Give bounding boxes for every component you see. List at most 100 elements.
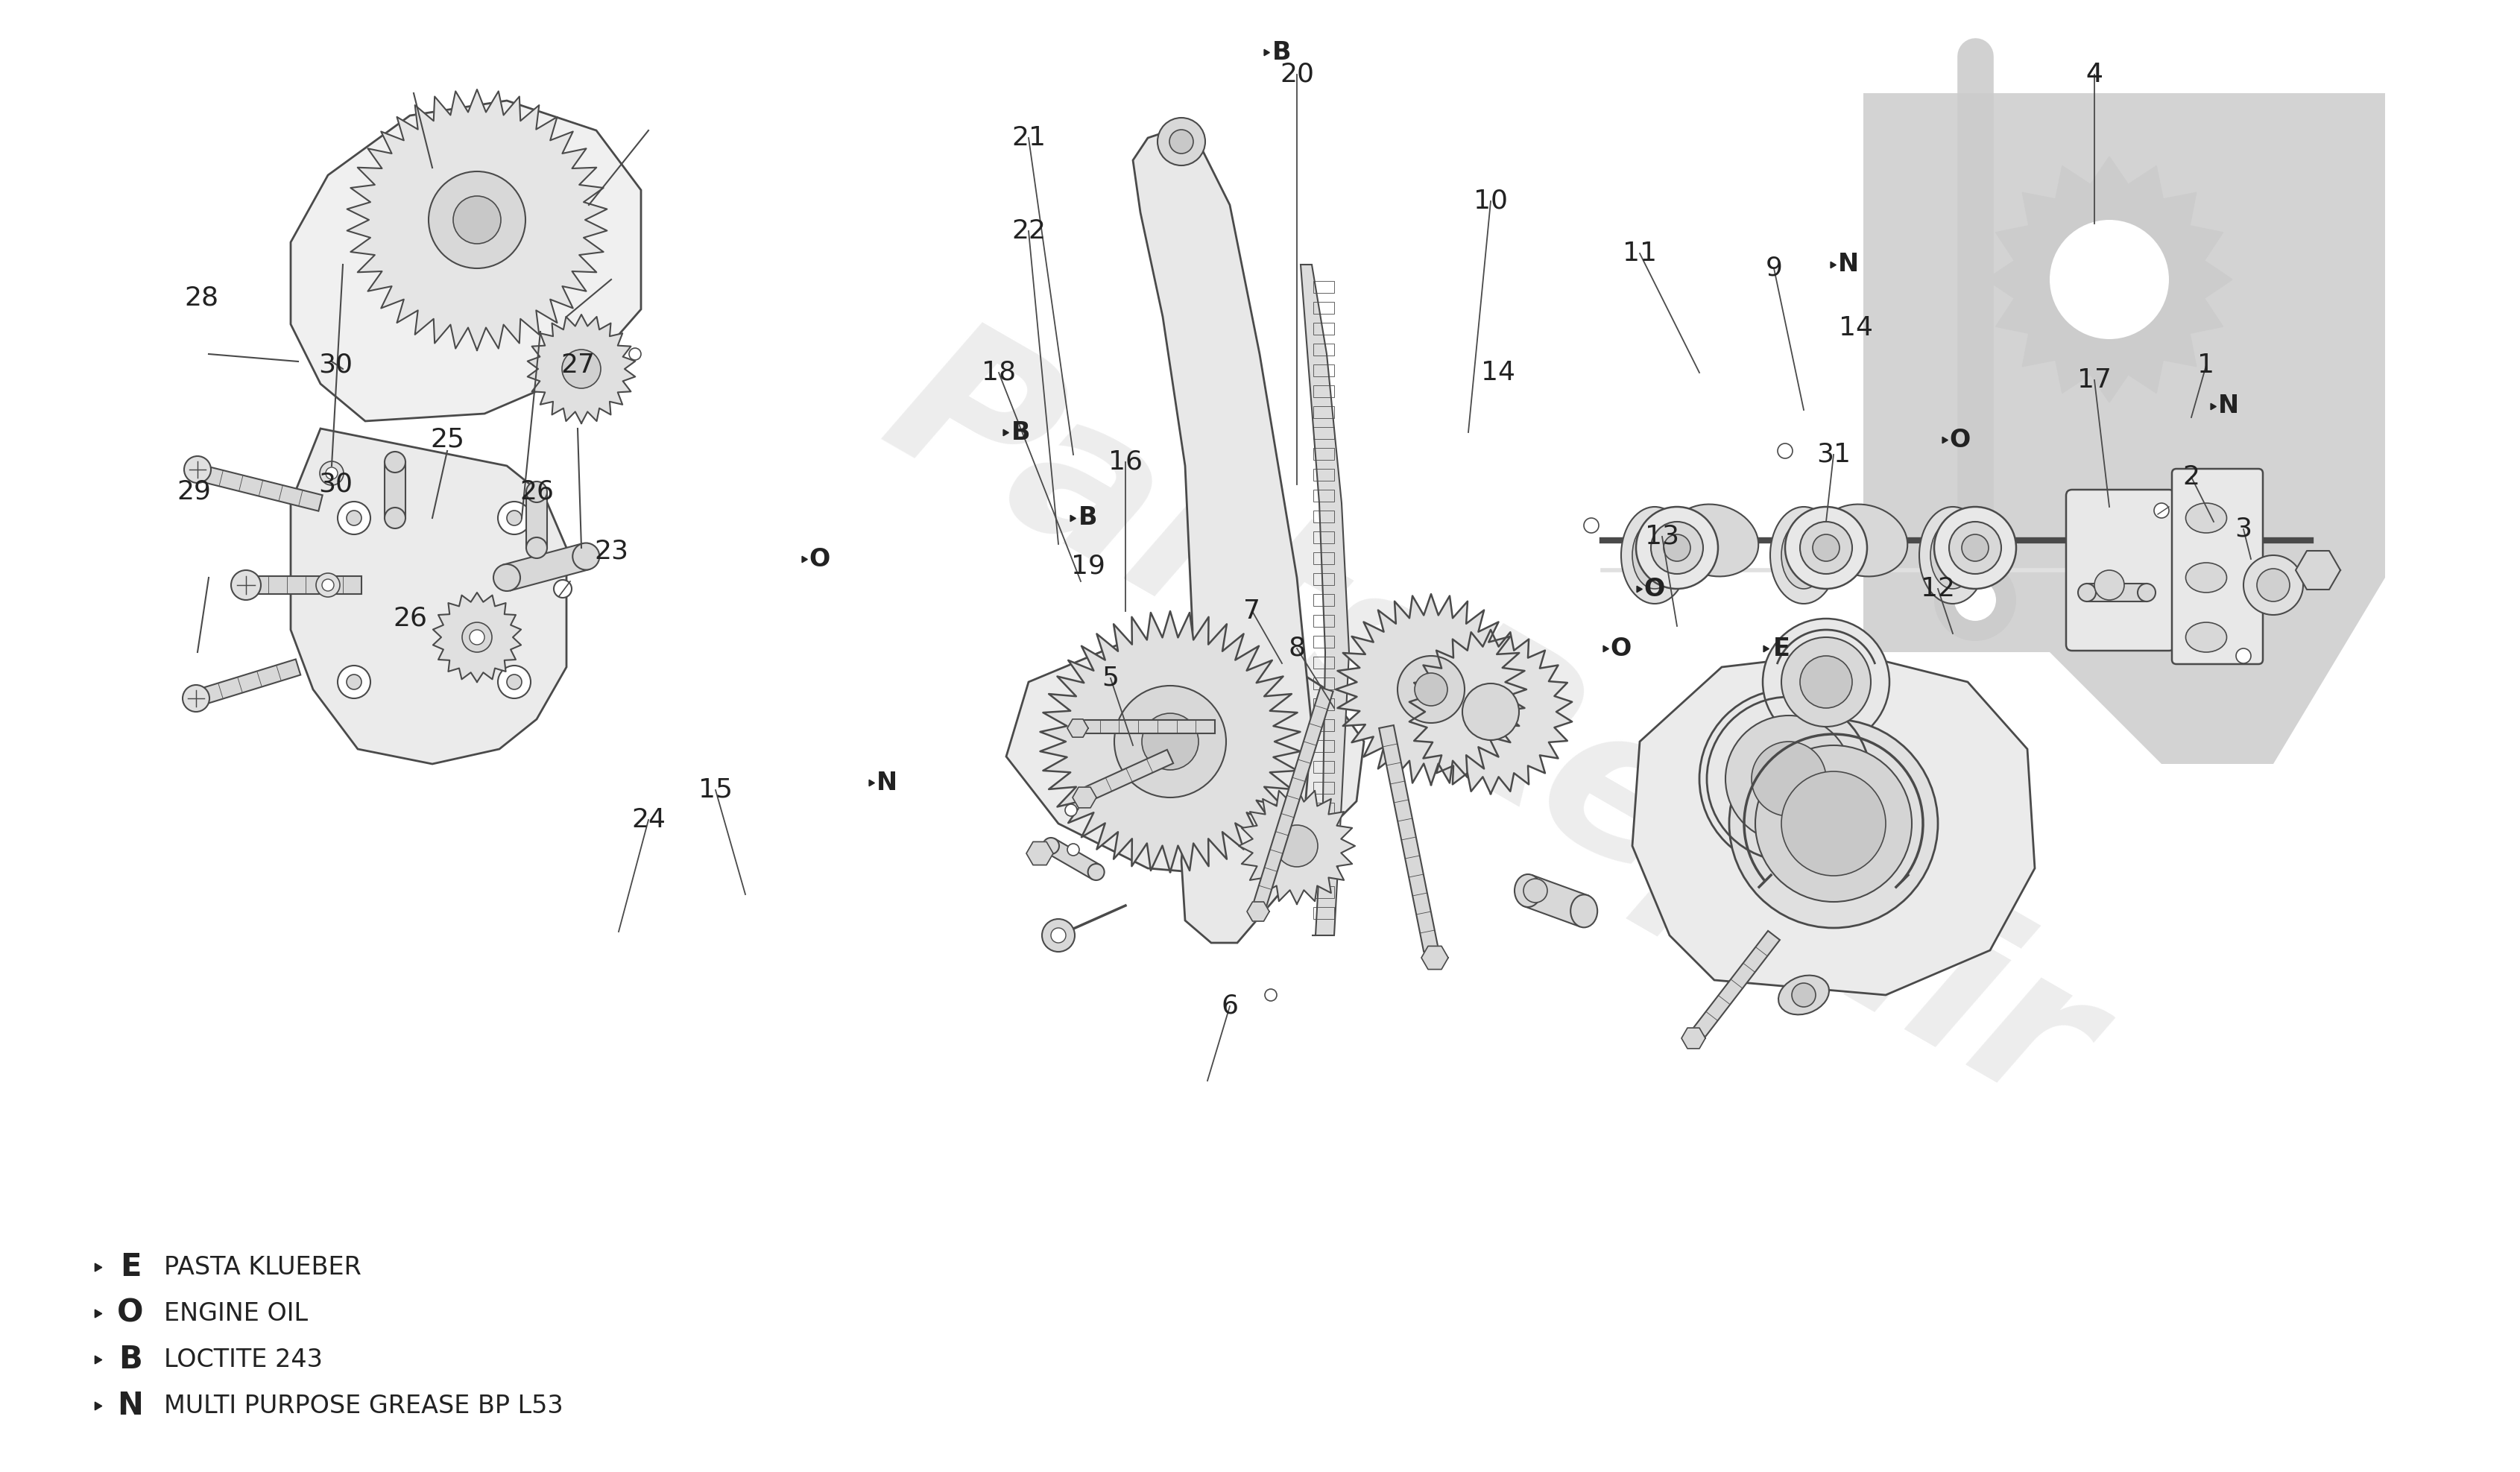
Text: ENGINE OIL: ENGINE OIL <box>164 1301 307 1326</box>
Bar <box>1313 531 1333 543</box>
Circle shape <box>1169 130 1194 153</box>
Bar <box>1313 490 1333 502</box>
Circle shape <box>338 502 370 534</box>
Circle shape <box>1799 657 1852 708</box>
Ellipse shape <box>2079 583 2097 602</box>
Circle shape <box>1265 989 1278 1001</box>
Ellipse shape <box>1515 874 1542 907</box>
Text: N: N <box>2218 394 2240 418</box>
Bar <box>1313 866 1333 877</box>
Circle shape <box>1041 919 1076 952</box>
Polygon shape <box>1986 156 2233 402</box>
Polygon shape <box>348 90 607 350</box>
Text: E: E <box>121 1251 141 1282</box>
Text: B: B <box>1079 506 1099 530</box>
Ellipse shape <box>1043 838 1058 854</box>
Text: 10: 10 <box>1474 188 1507 213</box>
Text: 14: 14 <box>1482 361 1515 386</box>
Text: O: O <box>1950 427 1971 452</box>
Circle shape <box>1792 983 1814 1007</box>
Bar <box>1313 886 1333 898</box>
Text: 28: 28 <box>184 286 219 311</box>
Bar <box>1313 511 1333 523</box>
Bar <box>1313 281 1333 293</box>
Ellipse shape <box>1620 506 1688 604</box>
Text: 18: 18 <box>983 361 1016 386</box>
Text: 14: 14 <box>1840 315 1872 340</box>
Ellipse shape <box>1089 864 1104 880</box>
Bar <box>1313 302 1333 314</box>
Circle shape <box>2049 219 2170 339</box>
Polygon shape <box>1421 946 1449 970</box>
Text: MULTI PURPOSE GREASE BP L53: MULTI PURPOSE GREASE BP L53 <box>164 1394 562 1418</box>
Text: O: O <box>118 1298 144 1329</box>
Circle shape <box>1275 826 1318 867</box>
Text: 30: 30 <box>318 473 353 498</box>
Bar <box>1313 677 1333 689</box>
Text: 17: 17 <box>2076 368 2112 393</box>
Circle shape <box>2258 568 2291 602</box>
Circle shape <box>428 171 527 268</box>
Bar <box>1313 595 1333 606</box>
Polygon shape <box>1378 726 1439 952</box>
Circle shape <box>1525 879 1547 902</box>
Circle shape <box>1414 673 1446 705</box>
Bar <box>1313 740 1333 752</box>
Ellipse shape <box>1782 521 1827 589</box>
Polygon shape <box>1046 839 1101 879</box>
Circle shape <box>554 580 572 598</box>
Text: 27: 27 <box>559 352 595 378</box>
Ellipse shape <box>494 564 519 592</box>
Circle shape <box>1726 715 1852 842</box>
Bar <box>1313 615 1333 627</box>
Circle shape <box>1462 683 1520 740</box>
Text: 11: 11 <box>1623 241 1656 266</box>
Polygon shape <box>290 100 640 421</box>
Circle shape <box>1935 506 2016 589</box>
Polygon shape <box>1074 788 1096 808</box>
Text: O: O <box>809 546 832 571</box>
Text: 9: 9 <box>1767 256 1782 281</box>
Bar <box>1313 657 1333 668</box>
Circle shape <box>2155 503 2170 518</box>
Ellipse shape <box>2185 623 2228 652</box>
Polygon shape <box>1026 842 1053 866</box>
Polygon shape <box>1041 611 1300 871</box>
Ellipse shape <box>2185 562 2228 593</box>
Bar <box>1313 802 1333 814</box>
Bar <box>1313 782 1333 793</box>
Circle shape <box>499 502 532 534</box>
Ellipse shape <box>2137 583 2155 602</box>
Polygon shape <box>199 659 300 705</box>
Bar <box>1313 552 1333 564</box>
Circle shape <box>1782 637 1870 727</box>
Circle shape <box>2094 570 2124 601</box>
Ellipse shape <box>386 452 406 473</box>
Circle shape <box>1961 534 1988 561</box>
Polygon shape <box>433 593 522 682</box>
Circle shape <box>232 570 262 601</box>
Text: B: B <box>1011 420 1031 445</box>
Circle shape <box>1777 443 1792 458</box>
FancyBboxPatch shape <box>2066 490 2175 651</box>
Circle shape <box>1066 804 1076 815</box>
Circle shape <box>315 573 340 598</box>
Polygon shape <box>199 465 323 511</box>
Polygon shape <box>1005 645 1363 876</box>
Circle shape <box>1142 714 1200 770</box>
Text: 26: 26 <box>393 606 426 631</box>
Circle shape <box>1784 506 1867 589</box>
Circle shape <box>1068 843 1079 855</box>
Circle shape <box>469 630 484 645</box>
Text: 3: 3 <box>2235 517 2253 542</box>
Polygon shape <box>527 492 547 548</box>
Polygon shape <box>1134 131 1313 944</box>
Text: 12: 12 <box>1920 576 1956 602</box>
Polygon shape <box>1681 1027 1706 1048</box>
Polygon shape <box>249 576 360 595</box>
Text: 5: 5 <box>1101 665 1119 690</box>
Circle shape <box>1663 534 1691 561</box>
Polygon shape <box>1086 749 1174 801</box>
Circle shape <box>1635 506 1719 589</box>
Circle shape <box>1935 559 2016 640</box>
